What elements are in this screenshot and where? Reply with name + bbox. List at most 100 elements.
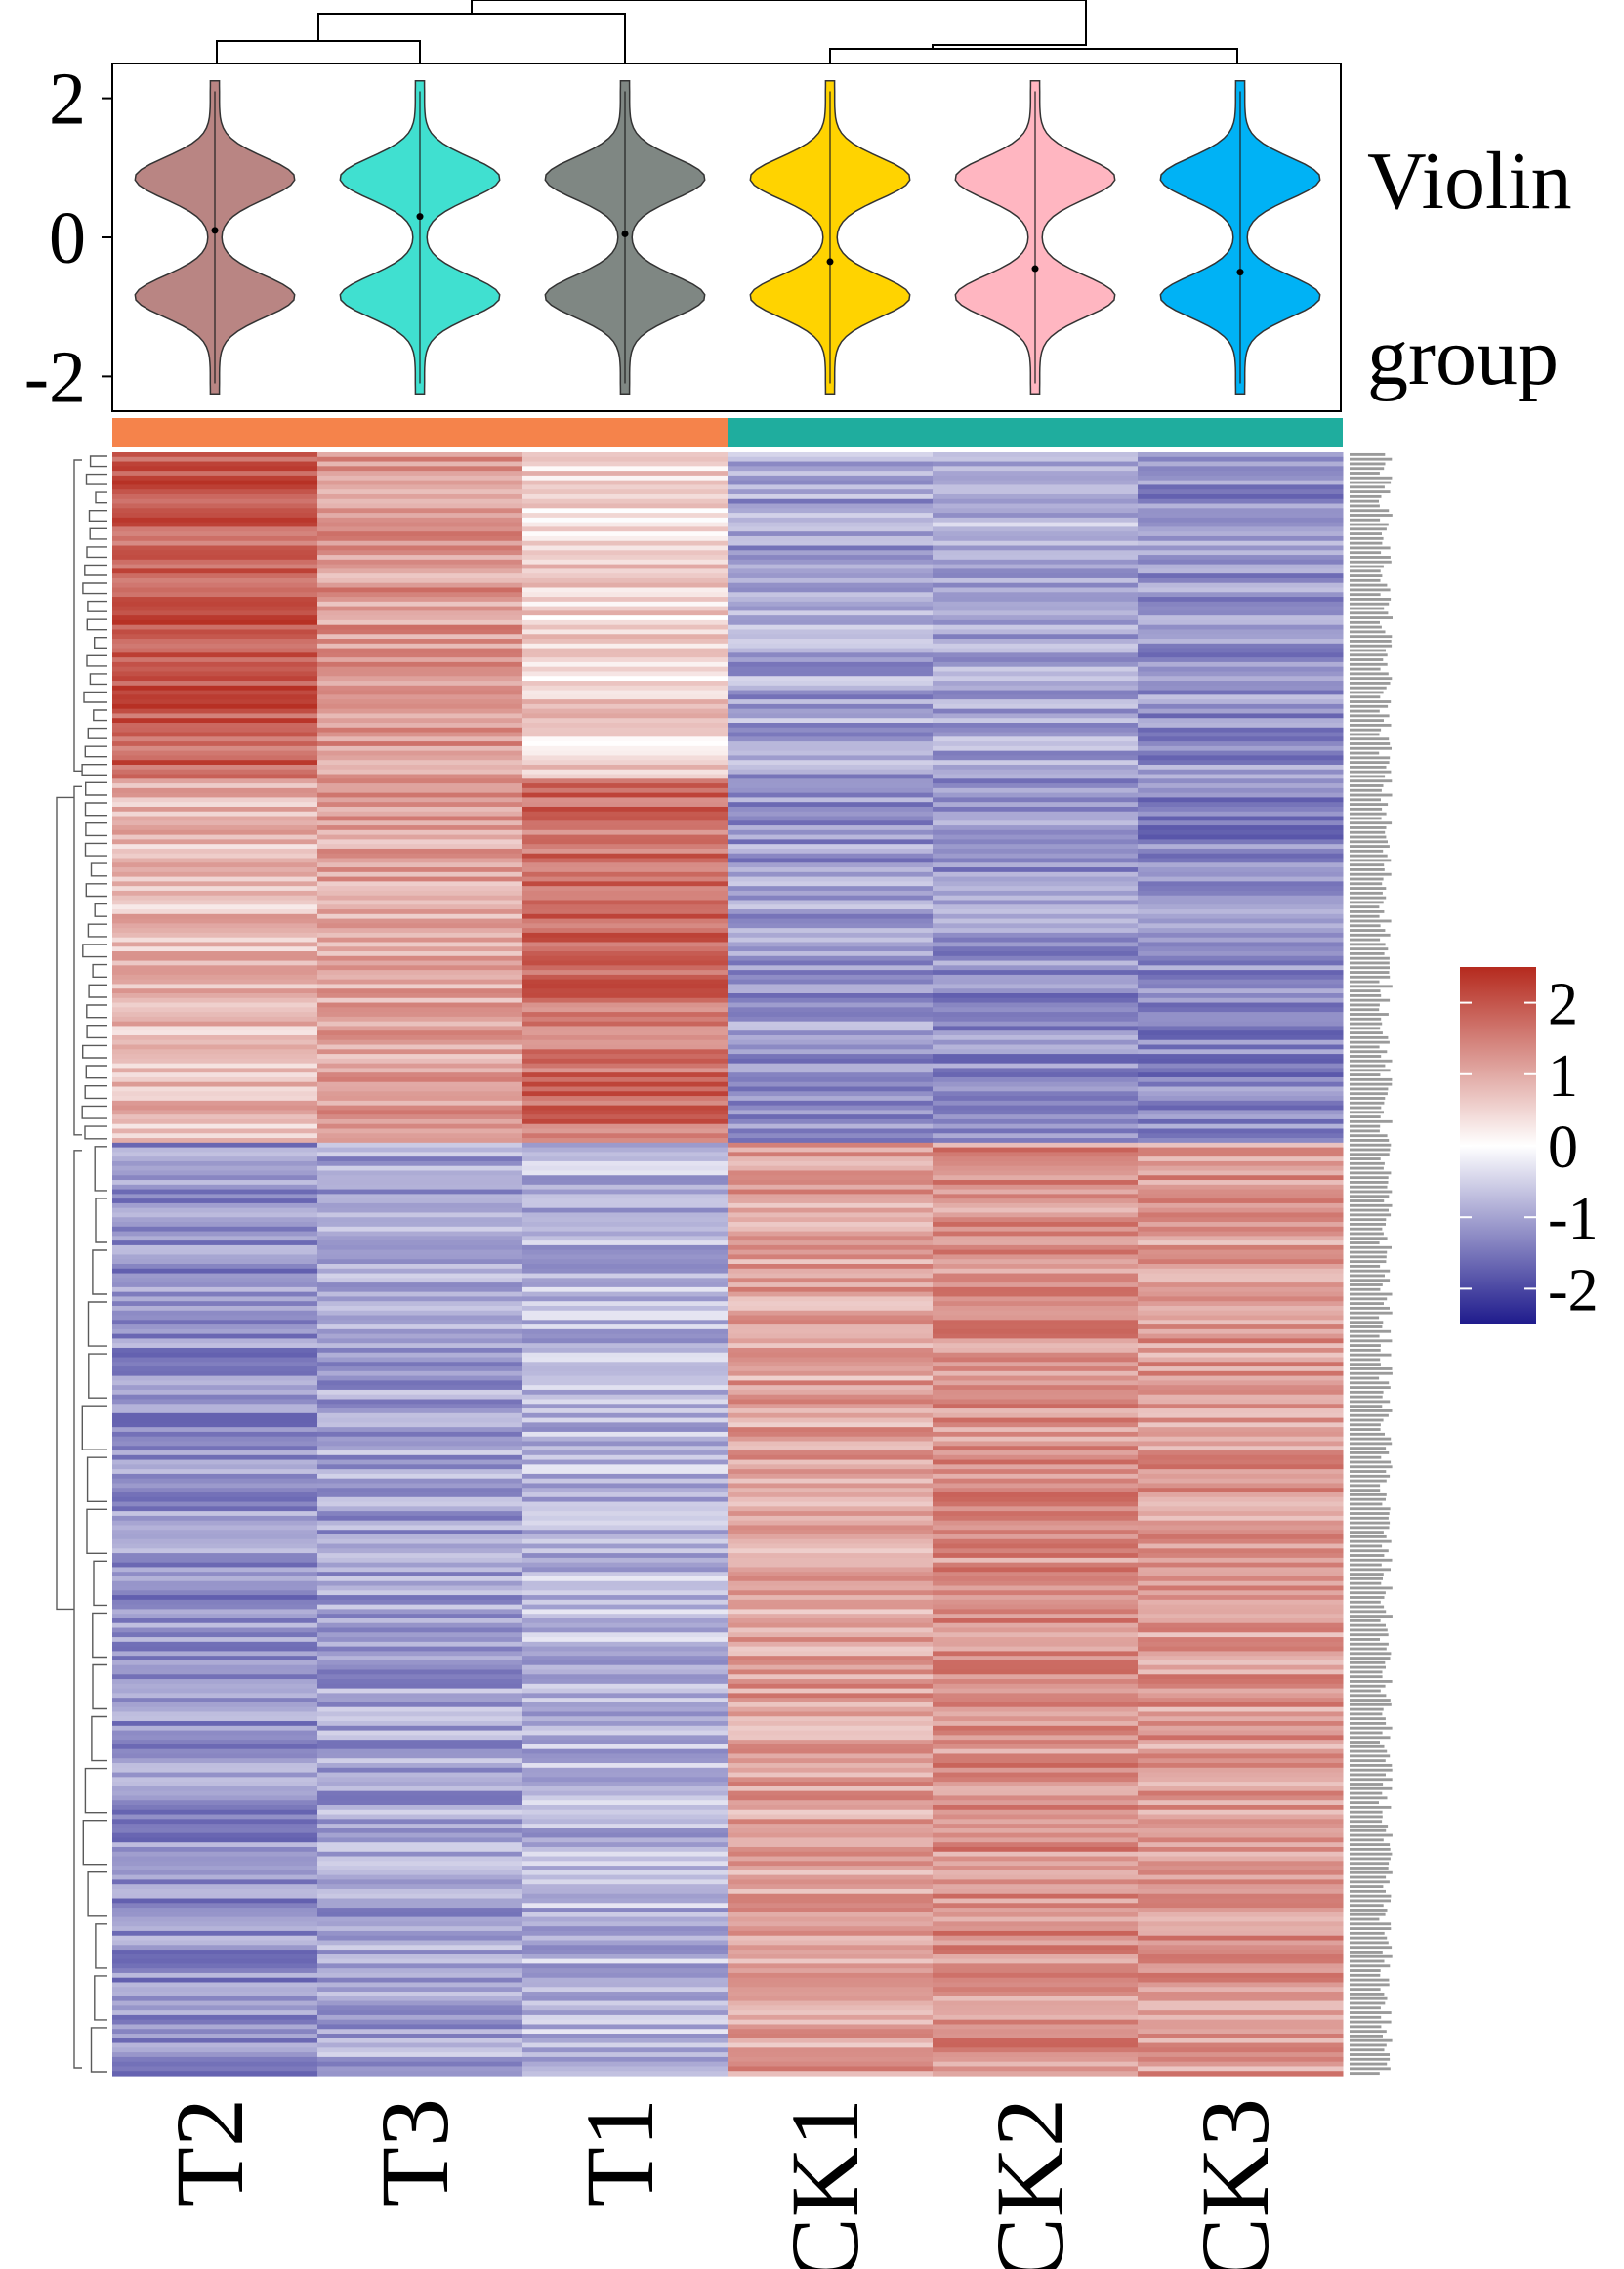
heatmap-cell bbox=[728, 1347, 934, 1354]
heatmap-cell bbox=[112, 918, 318, 924]
heatmap-cell bbox=[522, 1935, 729, 1942]
heatmap-cell bbox=[728, 862, 934, 868]
heatmap-cell bbox=[1138, 2066, 1344, 2072]
row-label bbox=[1350, 989, 1381, 993]
heatmap-cell bbox=[1138, 1454, 1344, 1461]
heatmap-cell bbox=[1138, 792, 1344, 799]
heatmap-cell bbox=[522, 802, 729, 808]
heatmap-cell bbox=[1138, 1301, 1344, 1307]
heatmap-cell bbox=[728, 1138, 934, 1144]
heatmap-cell bbox=[112, 2034, 318, 2039]
sample-labels: T2 T3 T1 CK1 CK2 CK3 bbox=[155, 2098, 1289, 2269]
heatmap-cell bbox=[112, 1123, 318, 1130]
heatmap-cell bbox=[933, 904, 1139, 910]
heatmap-cell bbox=[728, 681, 934, 687]
heatmap-cell bbox=[522, 886, 729, 892]
heatmap-cell bbox=[1138, 1399, 1344, 1405]
row-label bbox=[1350, 1833, 1393, 1837]
heatmap-cell bbox=[522, 1446, 729, 1451]
heatmap-cell bbox=[317, 559, 523, 566]
heatmap-cell bbox=[933, 1515, 1139, 1522]
heatmap-cell bbox=[728, 648, 934, 653]
row-label bbox=[1350, 807, 1383, 811]
heatmap-cell bbox=[522, 1758, 729, 1764]
row-label bbox=[1350, 1474, 1391, 1478]
heatmap-cell bbox=[1138, 988, 1344, 994]
heatmap-cell bbox=[728, 508, 934, 514]
heatmap-cell bbox=[317, 1366, 523, 1372]
heatmap-cell bbox=[933, 1698, 1139, 1703]
row-label bbox=[1350, 1917, 1380, 1921]
heatmap-cell bbox=[728, 606, 934, 611]
heatmap-cell bbox=[1138, 1977, 1344, 1984]
row-label bbox=[1350, 1287, 1381, 1291]
heatmap-cell bbox=[317, 895, 523, 902]
heatmap-cell bbox=[317, 1693, 523, 1699]
heatmap-cell bbox=[728, 764, 934, 771]
heatmap-cell bbox=[522, 1483, 729, 1489]
heatmap-cell bbox=[1138, 493, 1344, 500]
heatmap-cell bbox=[933, 1039, 1139, 1046]
heatmap-cell bbox=[317, 816, 523, 821]
heatmap-cell bbox=[317, 475, 523, 482]
row-label bbox=[1350, 1783, 1384, 1786]
row-label bbox=[1350, 1492, 1387, 1496]
row-label bbox=[1350, 1022, 1383, 1026]
heatmap-cell bbox=[112, 2056, 318, 2063]
dendrogram-branch bbox=[94, 903, 107, 917]
heatmap-cell bbox=[1138, 1870, 1344, 1876]
heatmap-cell bbox=[933, 1622, 1139, 1629]
heatmap-cell bbox=[1138, 1744, 1344, 1750]
heatmap-cell bbox=[1138, 577, 1344, 584]
heatmap-cell bbox=[317, 1118, 523, 1125]
heatmap-cell bbox=[317, 1207, 523, 1214]
row-label bbox=[1350, 1507, 1391, 1511]
heatmap-cell bbox=[317, 1105, 523, 1111]
heatmap-cell bbox=[112, 1530, 318, 1535]
heatmap-cell bbox=[317, 456, 523, 463]
heatmap-cell bbox=[317, 1446, 523, 1451]
heatmap-cell bbox=[728, 2010, 934, 2016]
heatmap-cell bbox=[1138, 1441, 1344, 1447]
row-label bbox=[1350, 2072, 1380, 2076]
heatmap-cell bbox=[728, 723, 934, 729]
heatmap-cell bbox=[728, 1824, 934, 1829]
heatmap-cell bbox=[728, 783, 934, 789]
heatmap-cell bbox=[112, 471, 318, 477]
heatmap-cell bbox=[317, 1702, 523, 1708]
heatmap-cell bbox=[522, 624, 729, 631]
heatmap-cell bbox=[1138, 783, 1344, 789]
heatmap-cell bbox=[728, 1874, 934, 1881]
heatmap-cell bbox=[112, 1375, 318, 1381]
heatmap-cell bbox=[1138, 1492, 1344, 1498]
heatmap-cell bbox=[933, 1996, 1139, 2002]
heatmap-cell bbox=[1138, 1012, 1344, 1018]
heatmap-cell bbox=[112, 1016, 318, 1023]
heatmap-cell bbox=[522, 1832, 729, 1839]
heatmap-cell bbox=[728, 1637, 934, 1643]
heatmap-cell bbox=[522, 1888, 729, 1895]
row-label bbox=[1350, 1115, 1381, 1118]
row-label bbox=[1350, 1409, 1393, 1412]
heatmap-cell bbox=[1138, 1207, 1344, 1214]
violin-mean-point bbox=[1236, 269, 1244, 276]
heatmap-cell bbox=[728, 1664, 934, 1671]
heatmap-cell bbox=[933, 643, 1139, 650]
heatmap-cell bbox=[933, 984, 1139, 989]
heatmap-cell bbox=[933, 555, 1139, 561]
heatmap-cell bbox=[728, 909, 934, 915]
row-label bbox=[1350, 1437, 1392, 1441]
heatmap-cell bbox=[112, 890, 318, 897]
heatmap-cell bbox=[728, 456, 934, 463]
heatmap-cell bbox=[522, 1599, 729, 1606]
heatmap-cell bbox=[1138, 1394, 1344, 1401]
heatmap-cell bbox=[522, 1026, 729, 1031]
heatmap-cell bbox=[1138, 629, 1344, 635]
row-label bbox=[1350, 620, 1380, 624]
heatmap-cell bbox=[1138, 1488, 1344, 1493]
heatmap-cell bbox=[728, 1394, 934, 1401]
heatmap-cell bbox=[112, 666, 318, 673]
heatmap-cell bbox=[317, 1940, 523, 1946]
heatmap-cell bbox=[933, 480, 1139, 486]
row-label bbox=[1350, 1805, 1392, 1809]
